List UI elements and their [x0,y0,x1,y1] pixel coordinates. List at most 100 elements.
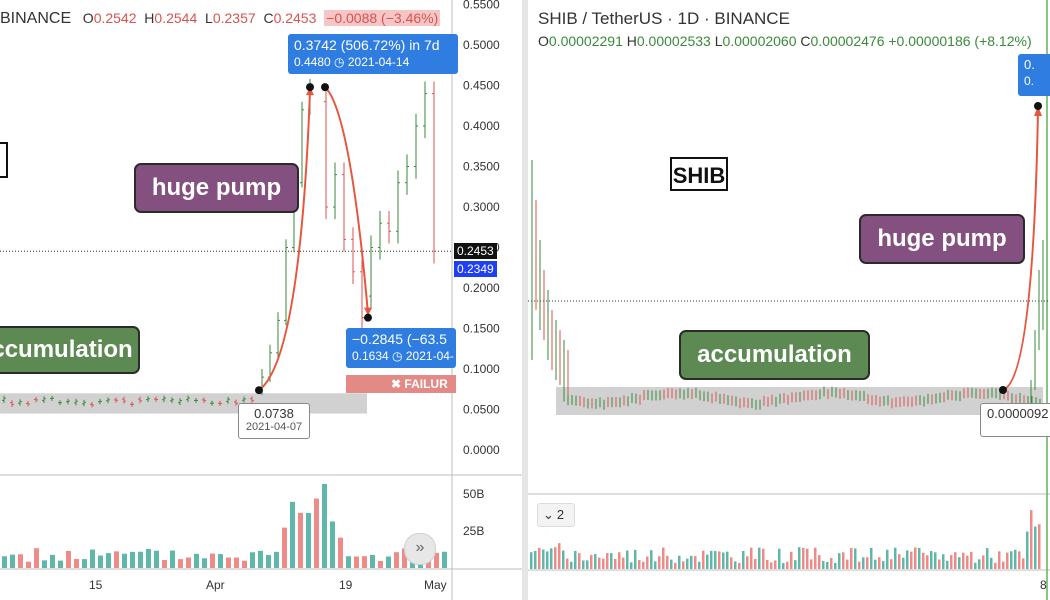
volume-bar [1026,531,1029,569]
volume-bar [838,553,841,569]
clock-icon: ◷ [334,55,345,69]
volume-bar [718,551,721,569]
chevron-down-icon: ⌄ [543,507,554,522]
volume-bar [602,558,605,569]
volume-bar [594,554,597,569]
indicator-collapse-button[interactable]: ⌄ 2 [537,503,575,527]
volume-bar [870,547,873,569]
volume-bar [786,561,789,569]
volume-bar [862,557,865,569]
pump-arrow [258,91,311,392]
volume-bar [282,527,287,568]
pump-arrowhead [1034,106,1042,116]
volume-bar [934,552,937,569]
volume-bar [1014,549,1017,569]
price-axis-tick: 0.5000 [463,38,500,52]
volume-bar [386,556,391,568]
volume-bar [866,557,869,569]
pivot-dot [364,313,372,322]
right-chart-svg [528,0,1050,600]
volume-bar [330,521,335,568]
pivot-dot [999,386,1007,394]
price-axis-tick: 0.5500 [463,0,500,12]
volume-bar [898,554,901,569]
volume-bar [574,550,577,569]
volume-bar [1022,558,1025,569]
volume-bar [546,551,549,569]
volume-bar [650,550,653,569]
volume-bar [722,552,725,569]
right-measure-line1: 0. [1024,57,1035,72]
left-measure-down-line1: −0.2845 (−63.5 [352,331,447,347]
left-close-value: 0.2453 [273,10,317,26]
date-axis-tick: May [424,578,447,592]
volume-bar [754,558,757,569]
volume-bar [702,550,705,569]
left-measure-up-value: 0.4480 [294,55,331,69]
volume-bar [598,557,601,569]
volume-bar [938,559,941,569]
volume-bar [250,552,255,568]
volume-bar [990,557,993,569]
volume-bar [642,561,645,569]
pivot-dot [255,386,263,395]
volume-bar [186,557,191,568]
volume-bar [234,557,239,568]
volume-bar [978,559,981,569]
clock-icon: ◷ [392,349,403,363]
volume-bar [874,559,877,569]
volume-bar [998,551,1001,569]
volume-bar [618,552,621,569]
volume-bar [314,498,319,568]
left-failure-banner: ✖ FAILUR [346,375,456,393]
volume-bar [210,553,215,568]
volume-bar [854,548,857,569]
left-chart-svg: 0.5500 0.5000 0.4500 0.4000 0.3500 0.3000 0.25… [0,0,522,600]
left-low-marker-value: 0.0738 [254,406,294,421]
left-logo-box-edge [0,142,8,178]
right-high-value: 0.00002533 [636,33,711,49]
volume-bar [1002,561,1005,569]
volume-bar [362,556,367,568]
shib-logo-box: SHIB [670,157,728,191]
volume-bar [706,554,709,569]
volume-bar [586,560,589,569]
volume-bar [622,557,625,569]
left-measure-down-box: −0.2845 (−63.5 0.1634 ◷ 2021-04- [346,328,456,368]
price-axis-tick: 0.0000 [463,443,500,457]
date-axis-tick: Apr [206,578,225,592]
pivot-dot [306,83,314,92]
right-ohlc-header: O0.00002291 H0.00002533 L0.00002060 C0.0… [538,33,1032,49]
volume-bar [90,549,95,568]
left-measure-up-box: 0.3742 (506.72%) in 7d 0.4480 ◷ 2021-04-… [288,34,458,74]
left-accumulation-label: accumulation [0,326,140,374]
volume-bar [850,548,853,569]
volume-bar [666,555,669,569]
volume-bar [962,552,965,569]
volume-bar [614,558,617,569]
volume-bar [950,555,953,569]
volume-bar [98,555,103,568]
volume-bar [242,560,247,568]
volume-bar [138,551,143,568]
left-high-value: 0.2544 [154,10,198,26]
volume-bar [578,553,581,569]
price-axis-tick: 0.4500 [463,79,500,93]
volume-bar [1018,551,1021,569]
volume-bar [726,551,729,569]
volume-bar [66,551,71,568]
volume-bar [710,550,713,569]
volume-bar [910,551,913,569]
volume-bar [226,557,231,568]
right-symbol-title: SHIB / TetherUS · 1D · BINANCE [538,9,790,28]
volume-bar [730,557,733,569]
volume-bar [822,561,825,569]
right-change-value: +0.00000186 (+8.12%) [888,33,1032,49]
volume-bar [542,549,545,569]
volume-bar [402,548,407,568]
volume-bar [782,562,785,569]
volume-bar [914,547,917,569]
volume-bar [890,559,893,569]
scroll-to-realtime-button[interactable]: » [404,533,436,565]
volume-bar [778,548,781,569]
